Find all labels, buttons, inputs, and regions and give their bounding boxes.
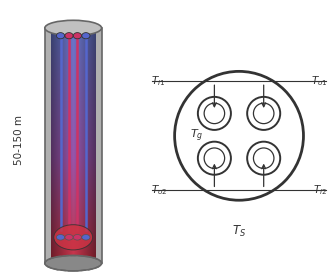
Text: 50-150 m: 50-150 m — [14, 115, 25, 165]
Ellipse shape — [56, 33, 65, 39]
Ellipse shape — [73, 235, 81, 240]
Text: $T_{o1}$: $T_{o1}$ — [311, 74, 328, 88]
Ellipse shape — [65, 33, 73, 39]
Ellipse shape — [65, 235, 73, 240]
Ellipse shape — [82, 235, 90, 240]
Ellipse shape — [45, 20, 102, 36]
Ellipse shape — [56, 235, 65, 240]
Text: $T_{i2}$: $T_{i2}$ — [313, 183, 328, 197]
Ellipse shape — [45, 255, 102, 271]
Text: $T_{i1}$: $T_{i1}$ — [150, 74, 165, 88]
Text: $T_{S}$: $T_{S}$ — [232, 224, 246, 239]
Ellipse shape — [73, 33, 81, 39]
Ellipse shape — [54, 225, 93, 250]
Bar — [45, 28, 102, 263]
Text: $T_{o2}$: $T_{o2}$ — [150, 183, 167, 197]
Text: $T_{g}$: $T_{g}$ — [190, 128, 204, 144]
Ellipse shape — [82, 33, 90, 39]
